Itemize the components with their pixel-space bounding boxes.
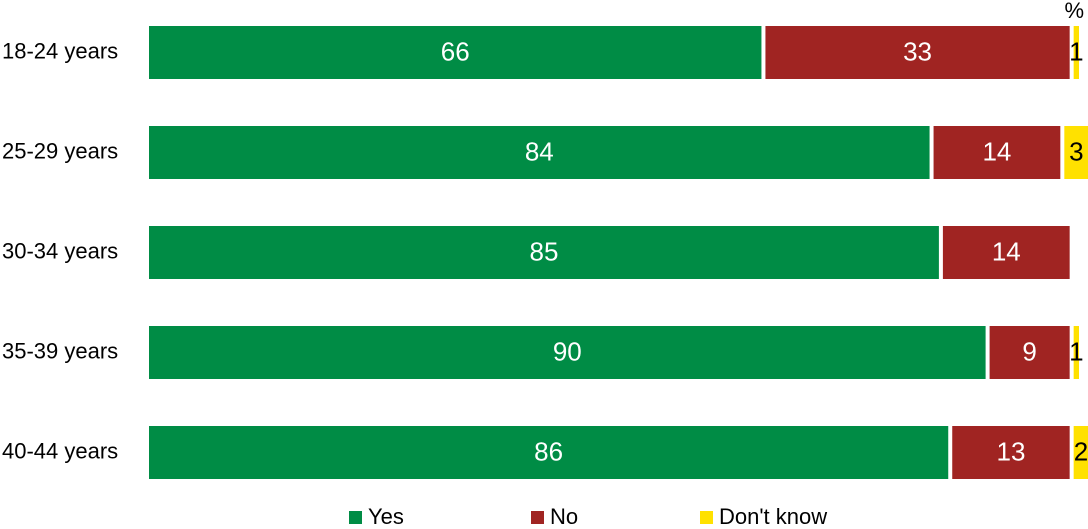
bar-no-30-34-years: [942, 226, 1070, 279]
bar-yes-40-44-years: [149, 426, 949, 479]
bar-no-40-44-years: [952, 426, 1070, 479]
category-label-35-39-years: 35-39 years: [2, 338, 118, 363]
legend-label-no: No: [550, 504, 579, 529]
category-labels: 18-24 years 25-29 years 30-34 years 35-39 y…: [2, 38, 118, 463]
value-label-no-18-24-years: 33: [903, 36, 932, 66]
value-label-no-30-34-years: 14: [992, 236, 1021, 266]
category-label-25-29-years: 25-29 years: [2, 138, 118, 163]
bar-no-25-29-years: [933, 126, 1061, 179]
bar-no-18-24-years: [765, 26, 1070, 79]
value-label-don-t-know-25-29-years: 3: [1069, 136, 1083, 166]
bar-yes-18-24-years: [149, 26, 762, 79]
value-label-yes-30-34-years: 85: [529, 236, 558, 266]
legend-label-yes: Yes: [368, 504, 404, 529]
legend-item-don-t-know: Don't know: [700, 505, 827, 529]
value-label-don-t-know-35-39-years: 1: [1069, 336, 1083, 366]
value-label-yes-18-24-years: 66: [441, 36, 470, 66]
legend-label-don-t-know: Don't know: [719, 504, 828, 529]
value-label-no-40-44-years: 13: [996, 436, 1025, 466]
unit-label: %: [1064, 0, 1084, 23]
bars: [149, 26, 1088, 479]
legend-swatch-no: [531, 510, 544, 524]
value-label-yes-25-29-years: 84: [525, 136, 554, 166]
bar-don-t-know-25-29-years: [1064, 126, 1088, 179]
stacked-bar-chart: % 18-24 years 25-29 years 30-34 years 35-39…: [2, 0, 1088, 479]
bar-yes-30-34-years: [149, 226, 939, 279]
legend: Yes No Don't know: [0, 505, 1088, 529]
bar-don-t-know-35-39-years: [1073, 326, 1079, 379]
legend-swatch-don-t-know: [700, 510, 713, 524]
legend-item-no: No: [531, 505, 578, 529]
legend-item-yes: Yes: [349, 505, 404, 529]
value-label-yes-40-44-years: 86: [534, 436, 563, 466]
bar-yes-25-29-years: [149, 126, 930, 179]
bar-no-35-39-years: [989, 326, 1070, 379]
value-label-don-t-know-40-44-years: 2: [1074, 436, 1088, 466]
bar-yes-35-39-years: [149, 326, 986, 379]
value-labels: 66 33 1 84 14 3 85 14 90 9 1 86 13 2: [441, 36, 1088, 466]
category-label-18-24-years: 18-24 years: [2, 38, 118, 63]
value-label-no-35-39-years: 9: [1022, 336, 1036, 366]
bar-don-t-know-18-24-years: [1073, 26, 1079, 79]
legend-swatch-yes: [349, 510, 362, 524]
value-label-yes-35-39-years: 90: [553, 336, 582, 366]
value-label-don-t-know-18-24-years: 1: [1069, 36, 1083, 66]
category-label-40-44-years: 40-44 years: [2, 438, 118, 463]
bar-don-t-know-40-44-years: [1073, 426, 1088, 479]
value-label-no-25-29-years: 14: [982, 136, 1011, 166]
category-label-30-34-years: 30-34 years: [2, 238, 118, 263]
